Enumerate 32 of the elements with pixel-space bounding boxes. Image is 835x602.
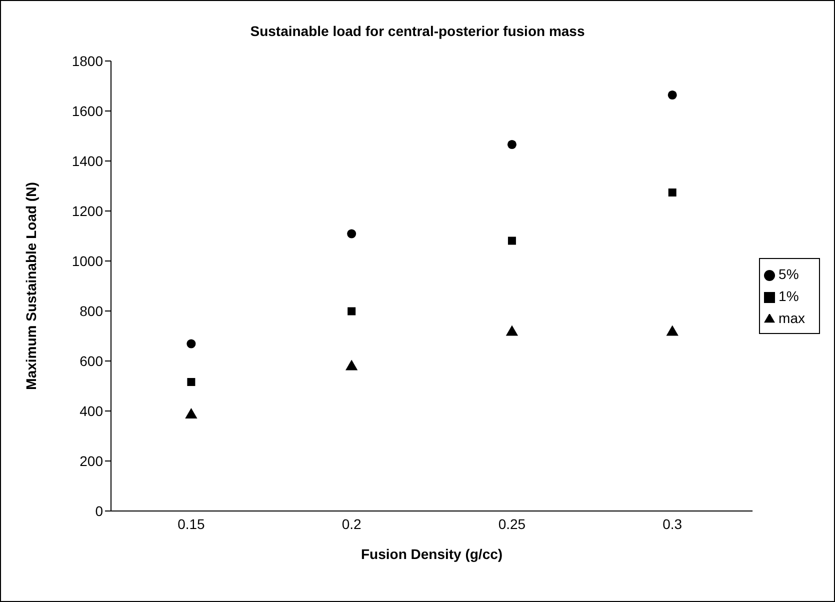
legend-label: 5% (778, 266, 799, 282)
y-axis-title: Maximum Sustainable Load (N) (22, 182, 39, 390)
x-tick-label: 0.15 (178, 516, 206, 532)
y-tick-label: 400 (80, 402, 104, 419)
point (668, 188, 676, 196)
point (187, 378, 196, 386)
y-tick-label: 800 (80, 302, 104, 319)
point (506, 325, 518, 336)
point (346, 360, 358, 370)
y-tick-label: 1200 (72, 202, 104, 219)
legend-label: 1% (778, 288, 799, 304)
point (348, 307, 356, 316)
x-axis-title: Fusion Density (g/cc) (360, 546, 503, 562)
point (347, 229, 356, 238)
point (668, 90, 677, 100)
point (508, 236, 516, 245)
x-tick-label: 0.3 (662, 516, 682, 532)
y-tick-label: 200 (80, 452, 104, 469)
y-tick-label: 1400 (72, 152, 104, 169)
y-tick-label: 1800 (72, 52, 104, 69)
y-tick-label: 600 (80, 352, 104, 369)
point (186, 339, 196, 348)
y-tick-label: 1600 (72, 102, 104, 119)
point (507, 140, 516, 150)
point (666, 325, 678, 336)
point (185, 408, 198, 419)
chart-title: Sustainable load for central-posterior fusion mass (249, 23, 586, 39)
x-tick-label: 0.2 (342, 516, 362, 532)
y-tick-label: 0 (95, 502, 104, 519)
x-tick-label: 0.25 (498, 516, 526, 532)
y-tick-label: 1000 (72, 252, 104, 269)
legend-label: max (778, 310, 805, 326)
